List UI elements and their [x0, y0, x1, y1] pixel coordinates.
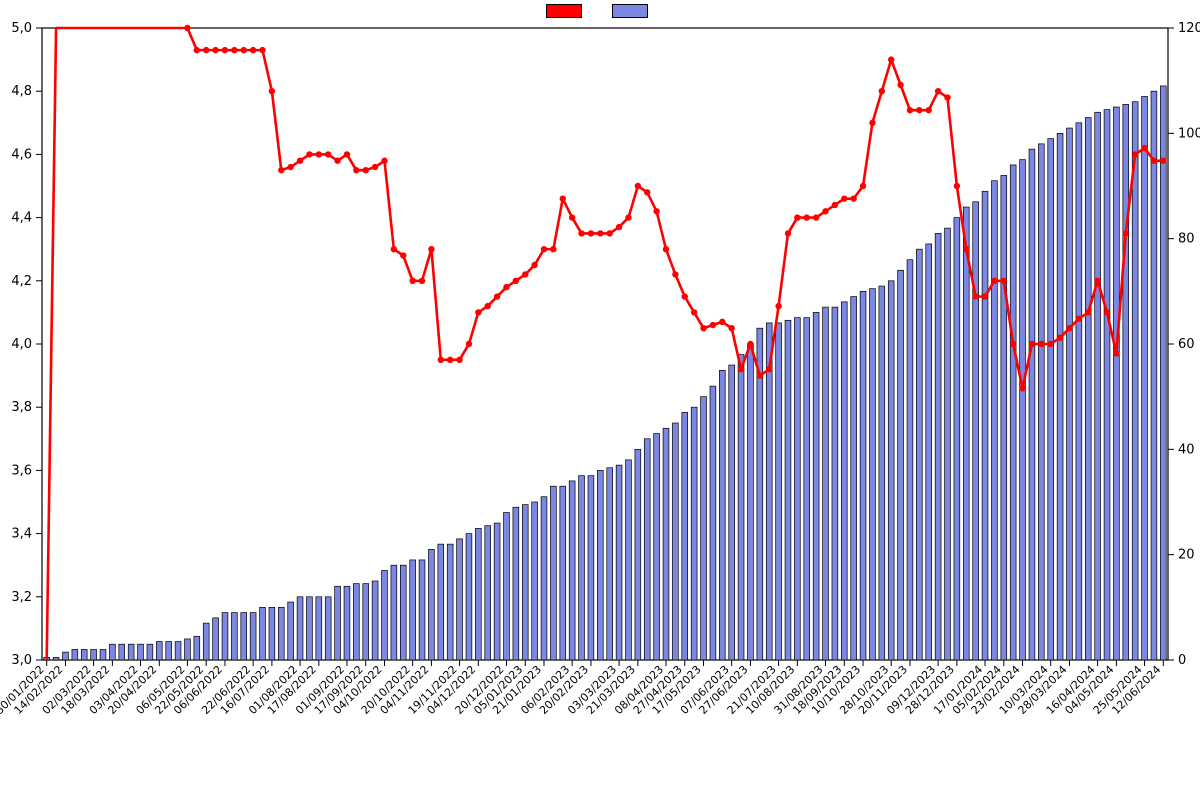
dual-axis-chart: 3,0 3,2 3,4 3,6 3,8 4,0 4,2 4,4 4,6 4,8 5,0 0 20 40 60…: [0, 0, 1200, 800]
svg-text:20: 20: [1178, 548, 1195, 563]
svg-text:3,6: 3,6: [11, 463, 32, 478]
legend-swatch-bars: [612, 4, 648, 18]
svg-text:5,0: 5,0: [11, 21, 32, 36]
svg-text:0: 0: [1178, 653, 1186, 668]
chart-svg: 3,0 3,2 3,4 3,6 3,8 4,0 4,2 4,4 4,6 4,8 5,0 0 20 40 60…: [0, 0, 1200, 800]
svg-text:4,6: 4,6: [11, 147, 32, 162]
legend: [0, 4, 1200, 18]
svg-text:60: 60: [1178, 337, 1195, 352]
legend-item-bars: [612, 4, 654, 18]
legend-swatch-line: [546, 4, 582, 18]
svg-text:3,0: 3,0: [11, 653, 32, 668]
svg-text:3,2: 3,2: [11, 590, 32, 605]
svg-text:40: 40: [1178, 442, 1195, 457]
svg-text:80: 80: [1178, 232, 1195, 247]
svg-text:4,2: 4,2: [11, 274, 32, 289]
svg-text:3,8: 3,8: [11, 400, 32, 415]
svg-text:120: 120: [1178, 21, 1200, 36]
svg-text:4,8: 4,8: [11, 84, 32, 99]
svg-text:4,4: 4,4: [11, 211, 32, 226]
svg-text:4,0: 4,0: [11, 337, 32, 352]
svg-text:3,4: 3,4: [11, 527, 32, 542]
svg-text:100: 100: [1178, 126, 1200, 141]
legend-item-line: [546, 4, 588, 18]
